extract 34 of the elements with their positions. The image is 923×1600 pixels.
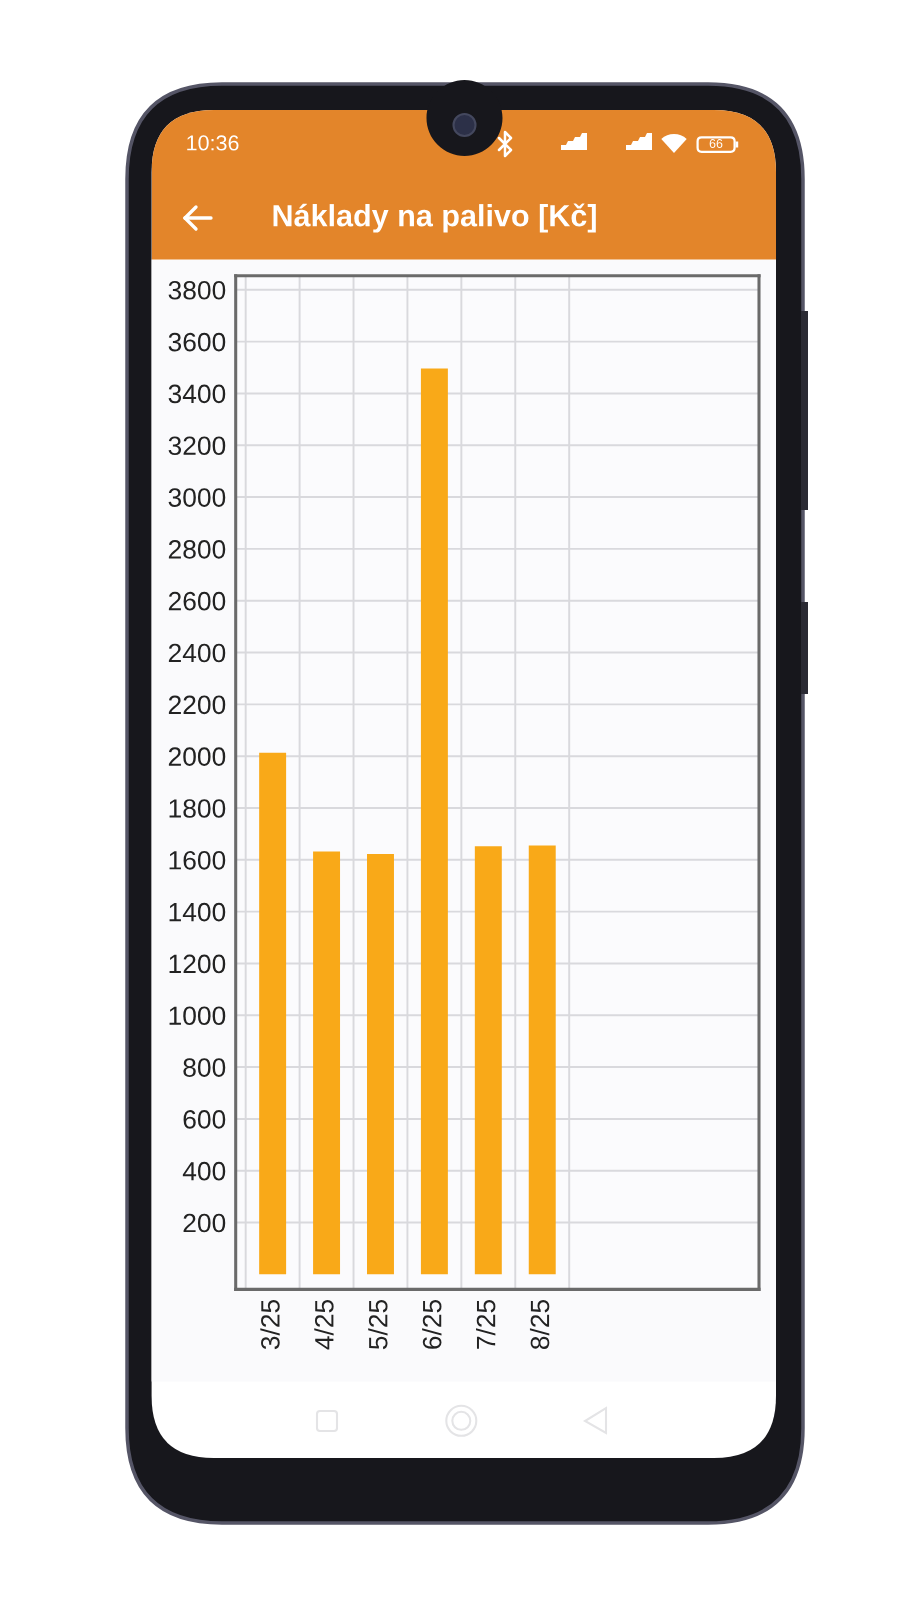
bar: [259, 752, 287, 1275]
y-tick-label: 800: [183, 1058, 226, 1077]
y-tick-label: 1000: [169, 1006, 226, 1026]
y-tick-label: 2200: [168, 695, 226, 715]
bar: [420, 368, 448, 1275]
y-tick-label: 1600: [169, 850, 226, 870]
x-tick-label: 4/25: [314, 1299, 334, 1350]
bar: [474, 846, 502, 1275]
x-tick-label: 3/25: [260, 1299, 280, 1350]
bar: [367, 854, 394, 1275]
y-tick-label: 2000: [168, 747, 226, 766]
y-tick-label: 1400: [169, 902, 226, 922]
y-tick-label: 200: [183, 1213, 226, 1233]
bar: [528, 845, 556, 1275]
y-tick-label: 3400: [168, 384, 226, 404]
y-tick-label: 2800: [168, 540, 226, 559]
y-tick-label: 3200: [168, 436, 226, 456]
y-tick-label: 2600: [168, 591, 226, 611]
text: 10:36: [187, 135, 239, 151]
x-tick-label: 7/25: [476, 1299, 496, 1349]
x-tick-label: 6/25: [422, 1299, 442, 1349]
y-tick-label: 3800: [168, 280, 226, 300]
bar: [313, 851, 341, 1275]
y-tick-label: 2400: [168, 643, 226, 663]
y-tick-label: 1800: [169, 799, 226, 818]
y-tick-label: 1200: [169, 954, 226, 974]
y-tick-label: 400: [182, 1161, 226, 1181]
y-tick-label: 600: [183, 1110, 226, 1129]
x-tick-label: 8/25: [529, 1299, 550, 1350]
text: 66: [709, 139, 723, 148]
y-tick-label: 3000: [168, 488, 226, 507]
chart-title: Náklady na palivo [Kč]: [273, 203, 596, 233]
y-tick-label: 3600: [168, 332, 226, 352]
x-tick-label: 5/25: [368, 1299, 388, 1350]
